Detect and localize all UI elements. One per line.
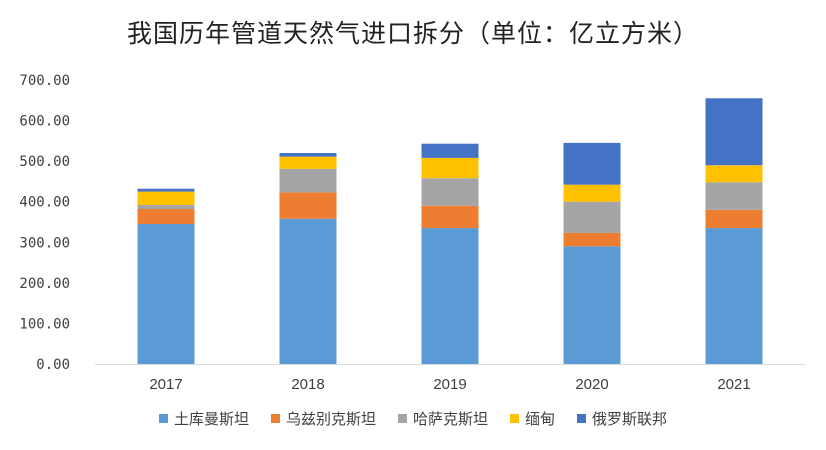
x-tick-label: 2018 (291, 376, 324, 393)
bar-segment (563, 142, 621, 185)
bar-segment (421, 178, 479, 206)
bar-segment (137, 204, 195, 210)
bar-segment (705, 98, 763, 166)
legend-item: 哈萨克斯坦 (397, 408, 488, 429)
bar-segment (279, 156, 337, 169)
bar-segment (563, 246, 621, 364)
bar-segment (563, 232, 621, 247)
y-tick-label: 0.00 (36, 357, 70, 373)
y-tick-label: 400.00 (19, 195, 70, 211)
y-tick-label: 700.00 (19, 73, 70, 89)
bar-segment (421, 205, 479, 229)
legend-label: 缅甸 (525, 410, 556, 428)
bar-segment (137, 191, 195, 205)
bar-segment (705, 165, 763, 183)
legend-label: 土库曼斯坦 (173, 410, 249, 428)
chart-title: 我国历年管道天然气进口拆分（单位：亿立方米） (126, 19, 699, 48)
legend-item: 俄罗斯联邦 (577, 408, 667, 429)
x-tick-label: 2021 (717, 376, 750, 393)
legend-item: 缅甸 (510, 408, 555, 429)
bar-segment (137, 188, 195, 192)
bar-segment (705, 182, 763, 210)
legend-swatch (577, 414, 587, 423)
x-tick-label: 2020 (575, 376, 608, 393)
bar-segment (421, 143, 479, 158)
bar-segment (421, 157, 479, 179)
legend-label: 哈萨克斯坦 (412, 410, 488, 428)
bar-segment (137, 209, 195, 225)
bar-segment (279, 153, 337, 157)
legend-item: 乌兹别克斯坦 (270, 408, 376, 429)
y-tick-label: 300.00 (19, 235, 70, 251)
legend-label: 俄罗斯联邦 (592, 410, 668, 428)
y-tick-label: 500.00 (19, 154, 70, 170)
y-tick-label: 100.00 (19, 316, 70, 332)
x-tick-label: 2017 (149, 376, 182, 393)
bar-segment (563, 184, 621, 202)
legend-swatch (270, 414, 280, 423)
bar-segment (279, 168, 337, 193)
legend-swatch (158, 414, 168, 423)
bar-segment (705, 209, 763, 229)
y-tick-label: 200.00 (19, 276, 70, 292)
bar-segment (563, 201, 621, 233)
y-tick-label: 600.00 (19, 114, 70, 130)
legend-label: 乌兹别克斯坦 (285, 410, 376, 428)
bar-segment (421, 228, 479, 364)
bar-segment (279, 218, 337, 364)
bar-segment (705, 228, 763, 364)
x-tick-label: 2019 (433, 376, 466, 393)
bar-segment (279, 192, 337, 219)
bar-segment (137, 224, 195, 364)
legend-swatch (510, 414, 519, 423)
legend-swatch (397, 414, 407, 423)
legend: 土库曼斯坦 乌兹别克斯坦 哈萨克斯坦 缅甸 俄罗斯联邦 (0, 408, 826, 429)
legend-item: 土库曼斯坦 (158, 408, 249, 429)
